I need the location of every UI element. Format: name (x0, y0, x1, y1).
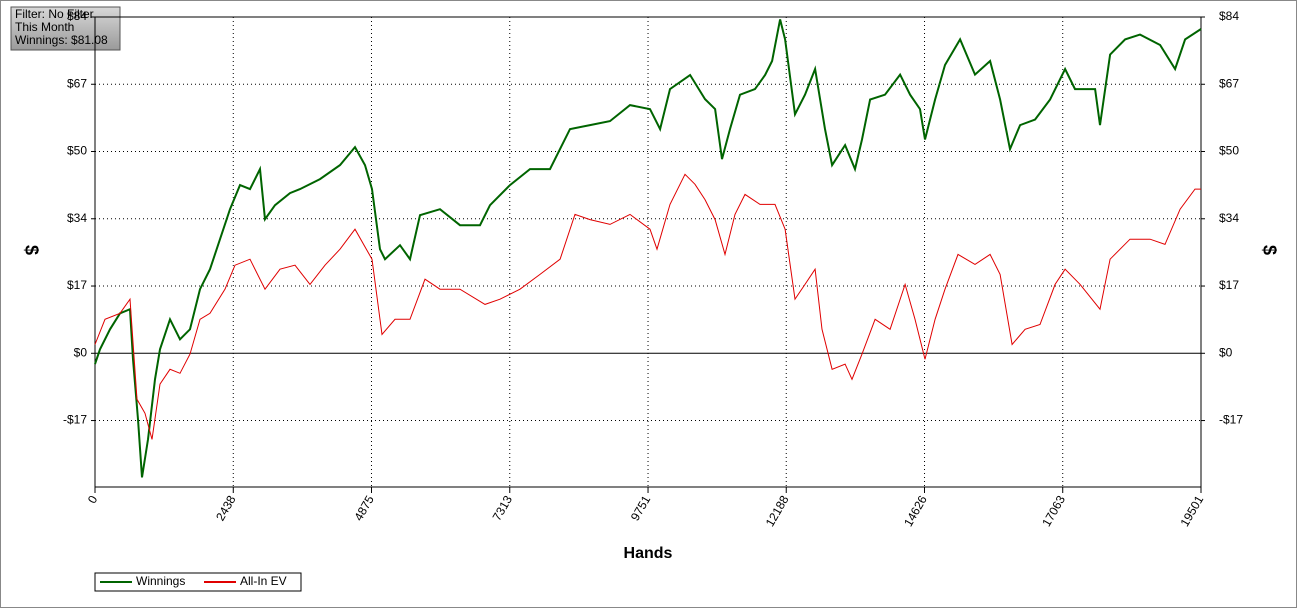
x-axis-title: Hands (624, 545, 673, 562)
y-tick-label: $34 (67, 211, 87, 225)
y2-tick-label: $84 (1219, 9, 1239, 23)
legend-label: All-In EV (240, 574, 287, 588)
y-tick-label: $50 (67, 144, 87, 158)
y2-tick-label: $0 (1219, 345, 1233, 359)
y-tick-label: $0 (74, 345, 88, 359)
y-tick-label: $84 (67, 9, 87, 23)
legend-label: Winnings (136, 574, 185, 588)
y-axis-title: $ (21, 245, 41, 255)
y2-tick-label: $34 (1219, 211, 1239, 225)
y2-tick-label: -$17 (1219, 413, 1243, 427)
y-tick-label: $17 (67, 278, 87, 292)
y2-tick-label: $50 (1219, 144, 1239, 158)
period-text: This Month (15, 20, 74, 34)
y2-axis-title: $ (1259, 245, 1279, 255)
filter-box (10, 6, 121, 51)
series-line (94, 173, 1201, 440)
plot-border (94, 16, 1202, 488)
y2-tick-label: $67 (1219, 76, 1239, 90)
winnings-text: Winnings: $81.08 (15, 33, 108, 47)
series-line (94, 19, 1202, 478)
y2-tick-label: $17 (1219, 278, 1239, 292)
y-tick-label: -$17 (63, 413, 87, 427)
filter-text: Filter: No Filter (15, 7, 94, 21)
y-tick-label: $67 (67, 76, 87, 90)
legend (94, 572, 302, 592)
